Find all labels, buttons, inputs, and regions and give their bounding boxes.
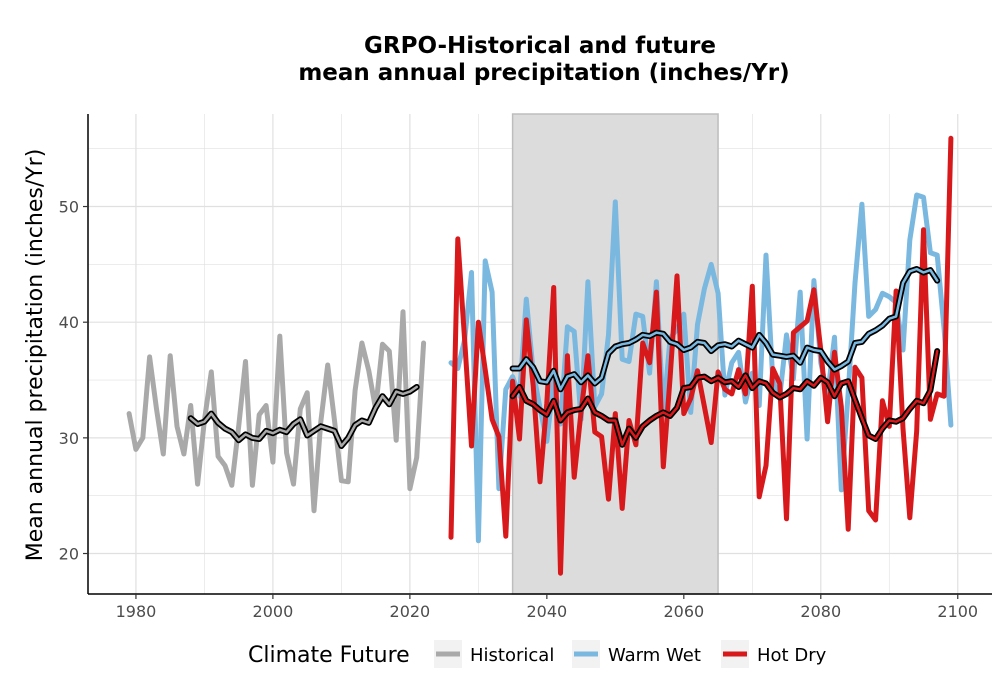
y-tick-label: 40 [59, 313, 79, 332]
legend-title: Climate Future [248, 643, 410, 668]
x-tick-label: 2060 [663, 602, 704, 621]
smooth-line-hot-dry [511, 349, 939, 447]
chart-title-line-2: mean annual precipitation (inches/Yr) [298, 60, 789, 86]
smooth-line-warm-wet [511, 267, 939, 391]
x-tick-label: 2020 [390, 602, 431, 621]
x-tick-label: 2040 [526, 602, 567, 621]
legend-entry-label: Historical [470, 645, 554, 666]
y-tick-label: 30 [59, 429, 79, 448]
series-lines [126, 135, 954, 576]
y-tick-label: 50 [59, 198, 79, 217]
x-tick-label: 2080 [800, 602, 841, 621]
smooth-line-historical [189, 385, 418, 448]
series-line-historical [126, 309, 427, 514]
x-tick-label: 2100 [937, 602, 978, 621]
chart-title-line-1: GRPO-Historical and future [364, 33, 716, 59]
y-tick-label: 20 [59, 545, 79, 564]
x-tick-label: 1980 [116, 602, 157, 621]
axes: 1980 2000 2020 2040 2060 2080 2100 20 30 40 50 [59, 114, 992, 621]
legend-entry-label: Warm Wet [608, 645, 701, 666]
legend-entry-label: Hot Dry [757, 645, 827, 666]
projection-period-shade [511, 113, 719, 595]
x-tick-label: 2000 [253, 602, 294, 621]
legend: Climate Future Historical Warm Wet Hot Dry [248, 640, 827, 668]
y-axis-label: Mean annual precipitation (inches/Yr) [23, 149, 48, 562]
